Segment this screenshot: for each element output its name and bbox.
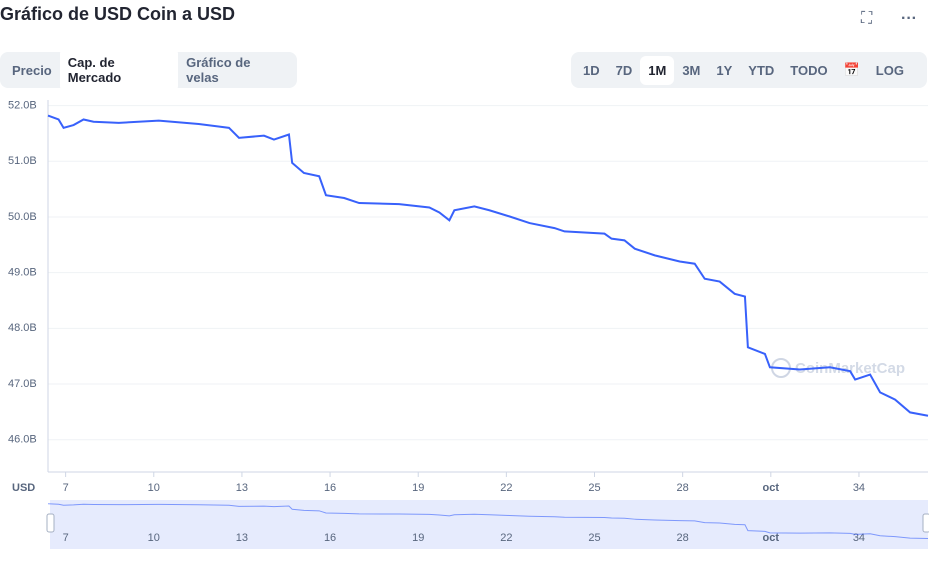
navigator-tick-label: 10 bbox=[148, 532, 160, 544]
x-tick-label: 22 bbox=[500, 482, 512, 494]
navigator bbox=[50, 500, 928, 549]
navigator-handle bbox=[922, 513, 929, 533]
tab-button[interactable]: Gráfico de velas bbox=[186, 55, 251, 85]
range-button[interactable]: YTD bbox=[748, 62, 775, 78]
y-tick-label: 49.0B bbox=[8, 267, 37, 279]
tab-group: Precio Cap. de Mercado Gráfico de velas bbox=[0, 48, 297, 92]
navigator-tick-label: 7 bbox=[63, 532, 69, 544]
series-line bbox=[47, 114, 929, 417]
range-button[interactable]: 1M bbox=[640, 55, 675, 85]
range-group: 1D 7D 1M 3M 1Y YTD TODO 📅 LOG bbox=[571, 52, 927, 88]
range-button[interactable]: TODO bbox=[790, 62, 828, 78]
x-tick-label: 34 bbox=[853, 482, 865, 494]
watermark: CoinMarketCap bbox=[795, 360, 905, 377]
navigator-tick-label: 22 bbox=[500, 532, 512, 544]
calendar-button[interactable]: 📅 bbox=[843, 62, 860, 77]
x-tick-label: 7 bbox=[63, 482, 69, 494]
navigator-handle bbox=[46, 513, 55, 533]
log-button[interactable]: LOG bbox=[875, 62, 904, 78]
chart-title: Gráfico de USD Coin a USD bbox=[0, 4, 236, 24]
more-icon[interactable]: ··· bbox=[901, 10, 917, 27]
x-tick-label: 25 bbox=[588, 482, 600, 494]
x-tick-label: oct bbox=[763, 482, 780, 494]
y-tick-label: 51.0B bbox=[8, 155, 37, 167]
expand-icon[interactable]: ⛶ bbox=[861, 10, 873, 27]
navigator-tick-label: 16 bbox=[324, 532, 336, 544]
tab-button[interactable]: Cap. de Mercado bbox=[59, 48, 179, 92]
y-tick-label: 46.0B bbox=[8, 434, 37, 446]
navigator-tick-label: 34 bbox=[853, 532, 865, 544]
navigator-tick-label: 19 bbox=[412, 532, 424, 544]
x-tick-label: 13 bbox=[236, 482, 248, 494]
navigator-tick-label: oct bbox=[763, 532, 780, 544]
y-tick-label: 52.0B bbox=[8, 99, 37, 111]
navigator-tick-label: 25 bbox=[588, 532, 600, 544]
y-tick-label: 48.0B bbox=[8, 322, 37, 334]
range-button[interactable]: 1D bbox=[583, 62, 600, 78]
x-tick-label: 16 bbox=[324, 482, 336, 494]
range-button[interactable]: 1Y bbox=[716, 62, 733, 78]
navigator-line bbox=[47, 503, 929, 539]
y-unit-label: USD bbox=[12, 482, 35, 494]
x-tick-label: 19 bbox=[412, 482, 424, 494]
x-tick-label: 10 bbox=[148, 482, 160, 494]
tab-button[interactable]: Precio bbox=[12, 62, 52, 78]
range-button[interactable]: 3M bbox=[682, 62, 701, 78]
navigator-tick-label: 13 bbox=[236, 532, 248, 544]
range-button[interactable]: 7D bbox=[615, 62, 633, 78]
y-tick-label: 50.0B bbox=[8, 211, 37, 223]
x-tick-label: 28 bbox=[677, 482, 689, 494]
y-tick-label: 47.0B bbox=[8, 378, 37, 390]
navigator-tick-label: 28 bbox=[677, 532, 689, 544]
